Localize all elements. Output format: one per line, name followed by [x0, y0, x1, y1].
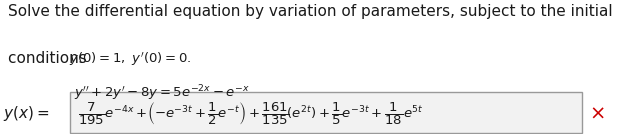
FancyBboxPatch shape [70, 92, 582, 133]
Text: $\dfrac{7}{195}e^{-4x} + \!\left(-e^{-3t} + \dfrac{1}{2}e^{-t}\right) + \dfrac{1: $\dfrac{7}{195}e^{-4x} + \!\left(-e^{-3t… [78, 100, 424, 127]
Text: $\times$: $\times$ [589, 104, 604, 123]
Text: Solve the differential equation by variation of parameters, subject to the initi: Solve the differential equation by varia… [8, 4, 612, 19]
Text: conditions: conditions [8, 51, 92, 66]
Text: $y(x) =$: $y(x) =$ [3, 104, 50, 123]
Text: $y'' + 2y' - 8y = 5e^{-2x} - e^{-x}$: $y'' + 2y' - 8y = 5e^{-2x} - e^{-x}$ [74, 83, 250, 103]
Text: $y(0) = 1,\ y'(0) = 0.$: $y(0) = 1,\ y'(0) = 0.$ [69, 50, 191, 68]
